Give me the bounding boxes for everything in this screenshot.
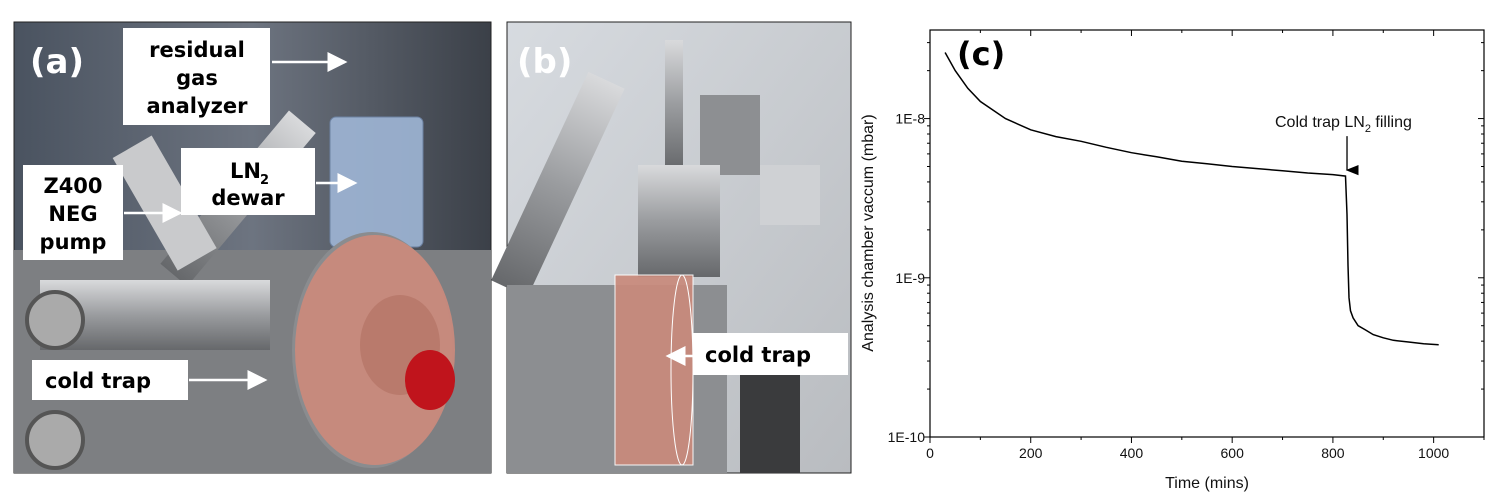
ln2-label-box [181, 148, 315, 215]
panel-a-letter: (a) [30, 42, 84, 82]
cold-trap-label-box [32, 360, 188, 400]
annotation-subscript: 2 [1365, 123, 1371, 135]
panel-b-photo: (b) cold trap [491, 21, 852, 474]
annotation-label: Cold trap LN2 filling [1275, 114, 1412, 135]
panel-b-letter: (b) [517, 42, 572, 82]
x-tick-label: 0 [926, 445, 934, 461]
viewport [25, 410, 85, 470]
x-tick-label: 400 [1120, 445, 1144, 461]
background-equipment [760, 165, 820, 225]
ln2-label-second: dewar [211, 186, 285, 210]
x-tick-label: 600 [1221, 445, 1245, 461]
neg-label-line: Z400 [43, 174, 102, 198]
y-tick-label: 1E-9 [895, 270, 925, 286]
ln2-label-main: LN [230, 159, 261, 183]
panel-c-letter: (c) [957, 35, 1005, 73]
ln2-dewar [638, 165, 720, 277]
rga-label-line: analyzer [146, 94, 248, 118]
annotation-main: Cold trap LN [1275, 114, 1365, 131]
red-cap [405, 350, 455, 410]
copper-cold-trap [614, 274, 694, 466]
cold-trap-label: cold trap [45, 369, 151, 393]
annotation-after: filling [1371, 114, 1412, 131]
cold-trap-label: cold trap [705, 343, 811, 367]
cold-trap-label-box [693, 333, 848, 375]
x-tick-label: 800 [1321, 445, 1345, 461]
background-equipment [700, 95, 760, 175]
vacuum-chart: (c) 0 200 400 600 800 1000 1E-10 1E-9 1E-8 Cold… [860, 29, 1485, 492]
y-tick-label: 1E-8 [895, 111, 925, 127]
steel-tube [491, 71, 625, 298]
panel-a-photo: (a) residual gas analyzer Z400 NEG pump … [13, 21, 492, 474]
ln2-label-subscript: 2 [260, 173, 269, 188]
rga-label-box [123, 28, 270, 125]
rga-label-line: residual [149, 38, 245, 62]
neg-label-line: pump [40, 230, 107, 254]
x-tick-label: 200 [1019, 445, 1043, 461]
neg-label-box [23, 165, 123, 260]
viewport [25, 290, 85, 350]
plot-frame [929, 29, 1485, 438]
series-line [944, 52, 1439, 346]
x-tick-label: 1000 [1418, 445, 1449, 461]
y-axis-label: Analysis chamber vaccum (mbar) [860, 114, 877, 351]
y-tick-label: 1E-10 [888, 429, 926, 445]
x-axis-label: Time (mins) [1165, 475, 1249, 492]
rga-label-line: gas [176, 66, 218, 90]
neg-label-line: NEG [48, 202, 97, 226]
background-equipment [740, 375, 800, 473]
feedthrough [665, 40, 683, 170]
